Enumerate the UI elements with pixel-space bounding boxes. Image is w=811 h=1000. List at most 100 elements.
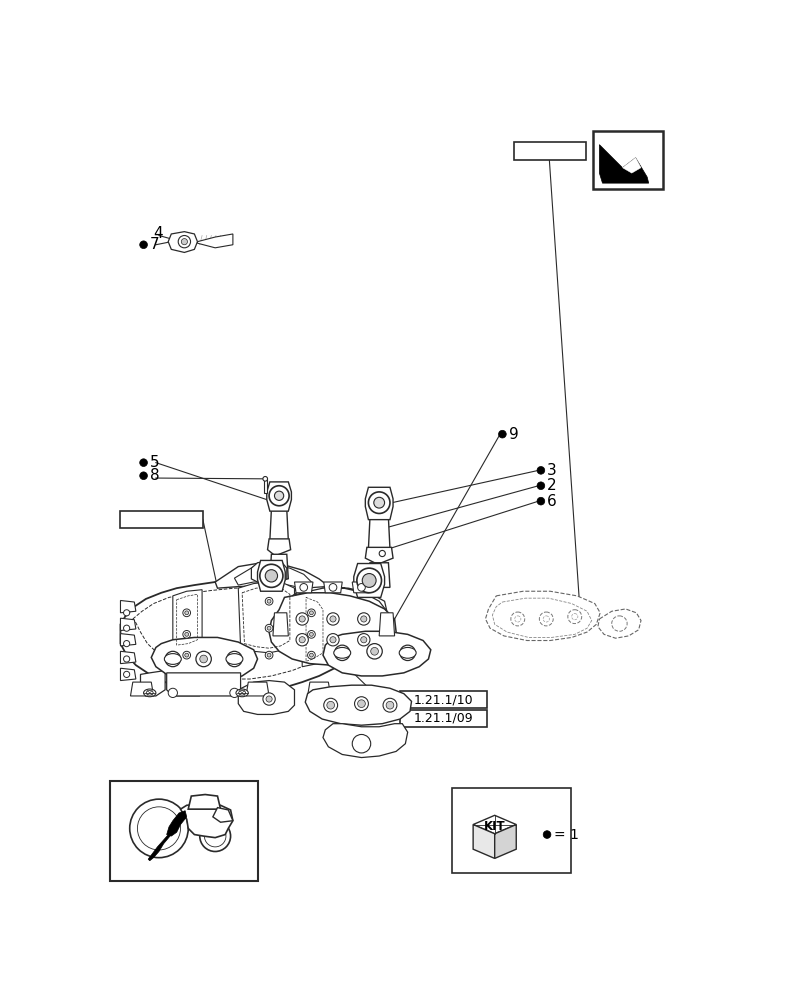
Ellipse shape: [146, 691, 153, 695]
Polygon shape: [368, 563, 389, 587]
Circle shape: [307, 651, 315, 659]
Circle shape: [230, 688, 238, 698]
Bar: [400, 710, 487, 727]
Circle shape: [265, 651, 272, 659]
Circle shape: [309, 632, 313, 636]
Text: 1.21.1/10: 1.21.1/10: [413, 693, 473, 706]
Text: 1.21.1/09: 1.21.1/09: [413, 712, 473, 725]
Text: 5: 5: [149, 455, 159, 470]
Circle shape: [360, 616, 367, 622]
Polygon shape: [292, 587, 386, 611]
Bar: [513, 142, 585, 160]
Circle shape: [130, 799, 188, 858]
Ellipse shape: [399, 647, 416, 658]
Polygon shape: [365, 547, 393, 564]
Circle shape: [123, 625, 130, 631]
Polygon shape: [597, 609, 640, 638]
Bar: [400, 691, 487, 708]
Circle shape: [352, 734, 371, 753]
Polygon shape: [238, 582, 294, 653]
Polygon shape: [238, 681, 294, 714]
Circle shape: [309, 653, 313, 657]
Polygon shape: [599, 145, 648, 183]
Circle shape: [329, 637, 336, 643]
Polygon shape: [251, 560, 286, 584]
Polygon shape: [215, 563, 348, 627]
Circle shape: [123, 656, 130, 662]
Text: 8: 8: [149, 468, 159, 483]
Circle shape: [328, 584, 337, 591]
Polygon shape: [148, 834, 171, 861]
Ellipse shape: [225, 654, 242, 664]
Circle shape: [274, 491, 283, 500]
Polygon shape: [348, 632, 363, 643]
Circle shape: [182, 651, 191, 659]
Text: 9: 9: [508, 427, 517, 442]
Polygon shape: [264, 479, 267, 493]
Circle shape: [123, 671, 130, 677]
Polygon shape: [180, 804, 233, 838]
Polygon shape: [212, 808, 233, 822]
Circle shape: [168, 688, 178, 698]
Circle shape: [185, 632, 188, 636]
Polygon shape: [267, 482, 291, 511]
Circle shape: [266, 696, 272, 702]
Circle shape: [137, 807, 180, 850]
Circle shape: [200, 821, 230, 852]
Circle shape: [182, 609, 191, 617]
Bar: [451, 788, 570, 873]
Polygon shape: [120, 600, 135, 613]
Polygon shape: [120, 651, 135, 664]
Ellipse shape: [238, 691, 245, 695]
Polygon shape: [307, 682, 330, 696]
Polygon shape: [131, 682, 153, 696]
Circle shape: [165, 651, 180, 667]
Circle shape: [264, 570, 273, 579]
Polygon shape: [120, 634, 135, 646]
Circle shape: [326, 634, 339, 646]
Circle shape: [185, 611, 188, 615]
Circle shape: [298, 616, 305, 622]
Circle shape: [298, 637, 305, 643]
Polygon shape: [365, 487, 393, 520]
Polygon shape: [267, 539, 290, 556]
Text: 1.75.0/09: 1.75.0/09: [131, 513, 191, 526]
Polygon shape: [354, 564, 384, 597]
Circle shape: [371, 647, 378, 655]
Circle shape: [267, 626, 271, 630]
Text: 4: 4: [153, 226, 163, 241]
Circle shape: [338, 649, 345, 657]
Circle shape: [536, 482, 544, 490]
Polygon shape: [257, 560, 285, 591]
Circle shape: [265, 624, 272, 632]
Polygon shape: [305, 685, 411, 725]
Polygon shape: [246, 682, 268, 696]
Circle shape: [296, 634, 308, 646]
Polygon shape: [166, 811, 187, 836]
Circle shape: [383, 698, 397, 712]
Polygon shape: [323, 631, 431, 676]
Circle shape: [268, 486, 289, 506]
Polygon shape: [294, 582, 312, 593]
Circle shape: [360, 637, 367, 643]
Text: PAG. 2: PAG. 2: [529, 144, 569, 157]
Circle shape: [267, 653, 271, 657]
Text: 2: 2: [547, 478, 556, 493]
Polygon shape: [188, 795, 221, 809]
Circle shape: [182, 631, 191, 638]
Circle shape: [265, 597, 272, 605]
Circle shape: [226, 651, 242, 667]
Circle shape: [326, 613, 339, 625]
Polygon shape: [269, 510, 288, 540]
Circle shape: [354, 697, 368, 711]
Polygon shape: [269, 554, 288, 579]
Circle shape: [498, 430, 505, 438]
Ellipse shape: [333, 647, 350, 658]
Circle shape: [324, 698, 337, 712]
Polygon shape: [324, 582, 341, 593]
Circle shape: [386, 701, 393, 709]
Circle shape: [169, 655, 177, 663]
Circle shape: [357, 634, 370, 646]
Circle shape: [260, 564, 282, 587]
Circle shape: [230, 655, 238, 663]
